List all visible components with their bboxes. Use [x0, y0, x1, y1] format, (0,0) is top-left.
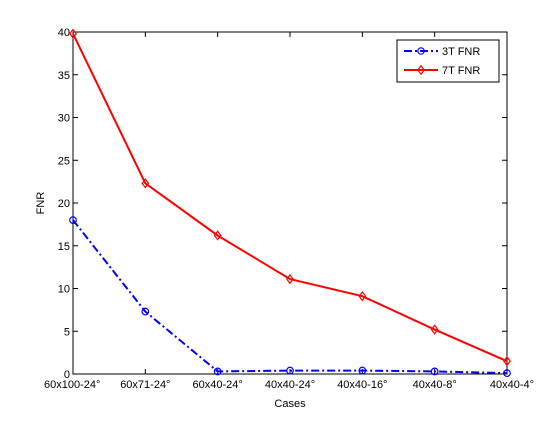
y-tick-label: 35 [58, 70, 70, 82]
data-point-3t [69, 216, 77, 225]
legend-label-3t: 3T FNR [442, 46, 480, 58]
legend-marker-7t [417, 64, 425, 76]
data-point-7t [213, 230, 222, 241]
x-tick-label: 40x40-8° [413, 379, 457, 391]
y-tick-label: 5 [64, 326, 70, 338]
x-tick-label: 40x40-24° [265, 379, 315, 391]
y-tick-label: 20 [58, 198, 70, 210]
series-line-3t [72, 219, 508, 375]
data-point-3t [430, 367, 439, 376]
data-point-3t [358, 366, 367, 375]
series-line-7t [72, 33, 508, 363]
y-axis-label: FNR [35, 192, 47, 215]
y-tick-label: 25 [58, 155, 70, 167]
plot-area [72, 31, 508, 375]
y-tick-label: 30 [58, 113, 70, 125]
x-tick-label: 40x40-16° [337, 379, 387, 391]
data-point-3t [141, 307, 150, 316]
data-point-7t [430, 324, 439, 335]
x-tick-label: 60x40-24° [193, 379, 243, 391]
y-tick-label: 10 [58, 284, 70, 296]
x-tick-label: 60x71-24° [120, 379, 170, 391]
data-point-7t [69, 28, 77, 39]
x-tick-label: 60x100-24° [44, 379, 100, 391]
data-point-7t [141, 178, 150, 189]
axis-ticks: 0 5 10 15 20 25 30 35 40 60x100-24° 60x71-24° 60x40… [44, 27, 534, 391]
y-tick-label: 40 [58, 27, 70, 39]
data-point-7t [503, 355, 511, 367]
data-point-7t [358, 291, 367, 302]
y-tick-label: 0 [64, 369, 70, 381]
legend: 3T FNR 7T FNR [396, 39, 500, 83]
x-tick-label: 40x40-4° [490, 379, 534, 391]
x-axis-label: Cases [274, 398, 306, 410]
data-point-3t [213, 367, 222, 376]
legend-label-7t: 7T FNR [442, 65, 480, 77]
series-layer [69, 28, 511, 378]
y-tick-label: 15 [58, 241, 70, 253]
data-point-3t [286, 366, 294, 375]
legend-box [396, 39, 500, 83]
data-point-7t [286, 273, 294, 285]
legend-marker-3t [417, 47, 425, 55]
data-point-3t [503, 369, 511, 378]
